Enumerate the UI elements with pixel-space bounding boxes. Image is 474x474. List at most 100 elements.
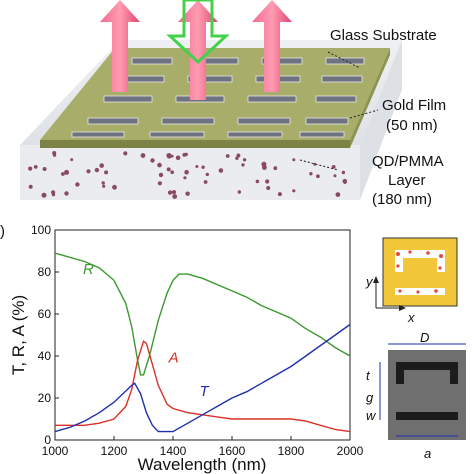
x-tick-label: 1000 xyxy=(42,444,69,458)
axis-x-arrowhead xyxy=(399,305,406,311)
unit-cell-aperture xyxy=(395,250,445,272)
qd-dot xyxy=(237,190,241,194)
dim-a: a xyxy=(424,446,431,461)
qd-dot xyxy=(123,151,128,156)
qd-dot xyxy=(86,169,91,174)
qd-dot xyxy=(262,165,267,170)
qd-dot xyxy=(52,153,57,157)
dim-D: D xyxy=(420,330,429,345)
qd-dot xyxy=(266,186,271,190)
y-tick-label: 40 xyxy=(38,349,52,363)
inset-sem: D a t g w xyxy=(366,330,466,461)
qd-dot xyxy=(335,192,341,198)
x-tick-label: 1800 xyxy=(278,444,305,458)
label-gold-film: Gold Film xyxy=(382,97,446,114)
emission-arrows xyxy=(100,0,292,100)
unit-cell-dots xyxy=(396,250,443,294)
qd-dot xyxy=(201,165,205,169)
series-T-line xyxy=(54,323,351,433)
qd-dot xyxy=(170,170,174,174)
glass-substrate-front xyxy=(20,145,360,200)
axis-y-label: y xyxy=(365,274,374,289)
qd-dot xyxy=(292,158,296,162)
qd-dot xyxy=(218,168,224,173)
series-label-A: A xyxy=(168,349,179,366)
unit-cell-frame xyxy=(382,237,458,307)
qd-dot xyxy=(255,179,260,184)
qd-dot xyxy=(64,191,69,196)
x-tick-label: 2000 xyxy=(337,444,364,458)
qd-dot xyxy=(28,184,33,189)
qd-dot xyxy=(157,181,162,186)
dim-w: w xyxy=(366,408,377,423)
inset-unit-cell: y x xyxy=(365,237,458,325)
qd-dot xyxy=(158,172,164,178)
sem-aperture xyxy=(396,362,458,384)
qd-dot xyxy=(316,174,320,179)
qd-dot xyxy=(183,176,187,180)
qd-dot xyxy=(99,163,104,168)
series-label-T: T xyxy=(200,383,211,400)
qd-dot xyxy=(185,191,190,196)
qd-dot xyxy=(41,192,47,198)
axis-y-arrowhead xyxy=(373,276,379,283)
emission-arrow-left xyxy=(100,0,140,92)
gold-film-side xyxy=(350,48,390,148)
qd-dot xyxy=(292,189,296,193)
qd-dot xyxy=(64,169,70,175)
qd-dot xyxy=(172,194,178,199)
series-label-R: R xyxy=(83,261,94,278)
sem-bottom-slot xyxy=(396,412,458,420)
qd-dot xyxy=(42,167,47,171)
qd-dot xyxy=(184,169,189,175)
qd-dot xyxy=(313,162,317,166)
qd-dot xyxy=(166,153,172,158)
label-qd-layer: Layer xyxy=(388,172,426,189)
x-tick-label: 1600 xyxy=(219,444,246,458)
schematic: Glass Substrate Gold Film (50 nm) QD/PMM… xyxy=(20,0,446,208)
x-axis-label: Wavelength (nm) xyxy=(138,455,267,474)
qd-dot xyxy=(235,156,239,160)
qd-dots xyxy=(28,151,348,199)
y-tick-label: 80 xyxy=(38,265,52,279)
chart: 1000 1200 1400 1600 1800 2000 0 20 40 60 80 100 R A T… xyxy=(9,223,364,474)
qd-dot xyxy=(94,167,100,173)
axis-x-label: x xyxy=(407,310,415,325)
qd-dot xyxy=(265,179,270,184)
qd-dot xyxy=(104,170,109,175)
leader-glass xyxy=(327,51,361,69)
series-A-line xyxy=(55,340,351,433)
qd-dot xyxy=(225,154,230,158)
qd-dot xyxy=(33,165,38,169)
qd-dot xyxy=(175,155,181,161)
qd-dot xyxy=(75,182,80,187)
qd-dot xyxy=(241,163,245,167)
glass-substrate-right xyxy=(360,40,402,200)
qd-dot xyxy=(140,153,146,158)
qd-dot xyxy=(102,184,106,188)
y-tick-label: 0 xyxy=(44,433,51,447)
x-tick-label: 1400 xyxy=(160,444,187,458)
qd-dot xyxy=(341,170,346,175)
qd-dot xyxy=(28,166,33,171)
panel-b-label: ) xyxy=(0,223,5,240)
qd-dot xyxy=(157,162,162,168)
qd-dot xyxy=(182,153,187,157)
qd-dot xyxy=(166,167,171,172)
qd-dot xyxy=(309,172,313,176)
dim-t: t xyxy=(366,368,371,383)
qd-dot xyxy=(112,184,117,190)
qd-dot xyxy=(236,153,241,158)
qd-dot xyxy=(277,192,282,197)
gold-film-front xyxy=(40,140,350,148)
unit-cell-bottom-slot xyxy=(395,288,445,295)
leader-gold xyxy=(349,109,379,119)
qd-dot xyxy=(101,181,105,185)
qd-dot xyxy=(171,190,177,195)
y-tick-label: 20 xyxy=(38,391,52,405)
label-qd-thickness: (180 nm) xyxy=(372,191,432,208)
qd-dot xyxy=(195,165,199,168)
qd-dot xyxy=(333,174,337,178)
qd-dot xyxy=(331,165,336,169)
